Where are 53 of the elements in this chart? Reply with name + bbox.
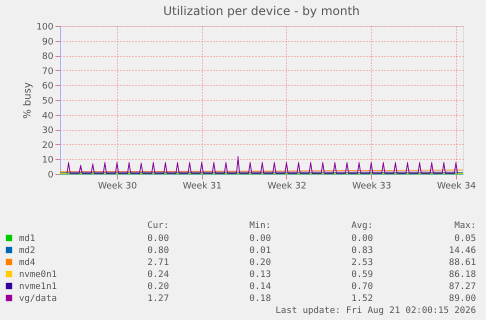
y-tick-label: 0 bbox=[48, 170, 54, 180]
text: 0.00 bbox=[351, 234, 373, 244]
text: 89.00 bbox=[448, 294, 476, 304]
text: 88.61 bbox=[448, 258, 476, 268]
legend-label: nvme0n1 bbox=[19, 270, 57, 280]
text: 2.53 bbox=[351, 258, 373, 268]
text: 0.59 bbox=[351, 270, 373, 280]
x-tick-label: Week 32 bbox=[267, 182, 306, 192]
text: 0.20 bbox=[147, 282, 169, 292]
text: 86.18 bbox=[448, 270, 476, 280]
text: 0.70 bbox=[351, 282, 373, 292]
text: 0.20 bbox=[249, 258, 271, 268]
y-tick-label: 10 bbox=[42, 156, 54, 166]
text: Cur: bbox=[147, 221, 169, 231]
x-tick-label: Week 31 bbox=[182, 182, 222, 192]
text: 0.05 bbox=[454, 234, 476, 244]
y-tick-label: 70 bbox=[42, 66, 54, 77]
legend-label: nvme1n1 bbox=[19, 282, 57, 292]
y-tick-label: 90 bbox=[42, 37, 54, 48]
text: 0.13 bbox=[249, 270, 271, 280]
text: 87.27 bbox=[448, 282, 476, 292]
legend-label: md1 bbox=[19, 234, 36, 244]
text: 0.80 bbox=[147, 246, 169, 256]
x-tick-label: Week 30 bbox=[98, 182, 138, 192]
text: Last update: Fri Aug 21 02:00:15 2026 bbox=[276, 306, 476, 316]
y-tick-label: 20 bbox=[42, 140, 54, 151]
y-tick-label: 80 bbox=[42, 52, 54, 62]
text: 2.71 bbox=[147, 258, 169, 268]
chart-title: Utilization per device - by month bbox=[163, 4, 360, 18]
y-tick-label: 60 bbox=[42, 82, 54, 92]
text: Max: bbox=[454, 221, 476, 231]
text: 0.14 bbox=[249, 282, 271, 292]
text: Min: bbox=[249, 221, 271, 231]
text: 0.24 bbox=[147, 270, 169, 280]
text: Avg: bbox=[351, 221, 373, 231]
text: 0.00 bbox=[249, 234, 271, 244]
y-tick-label: 100 bbox=[36, 22, 54, 32]
y-tick-label: 30 bbox=[42, 126, 54, 136]
text: 1.27 bbox=[147, 294, 169, 304]
y-tick-label: 50 bbox=[42, 96, 54, 106]
legend-label: md2 bbox=[19, 246, 36, 256]
legend-label: md4 bbox=[19, 258, 36, 268]
legend-label: vg/data bbox=[19, 294, 57, 304]
text: 1.52 bbox=[351, 294, 373, 304]
text: 14.46 bbox=[448, 246, 476, 256]
text: 0.83 bbox=[351, 246, 373, 256]
y-tick-label: 40 bbox=[42, 111, 54, 122]
text: 0.18 bbox=[249, 294, 271, 304]
x-tick-label: Week 33 bbox=[352, 182, 392, 192]
y-axis-title: % busy bbox=[22, 82, 34, 119]
x-tick-label: Week 34 bbox=[436, 182, 476, 192]
text: 0.01 bbox=[249, 246, 271, 256]
text: 0.00 bbox=[147, 234, 169, 244]
